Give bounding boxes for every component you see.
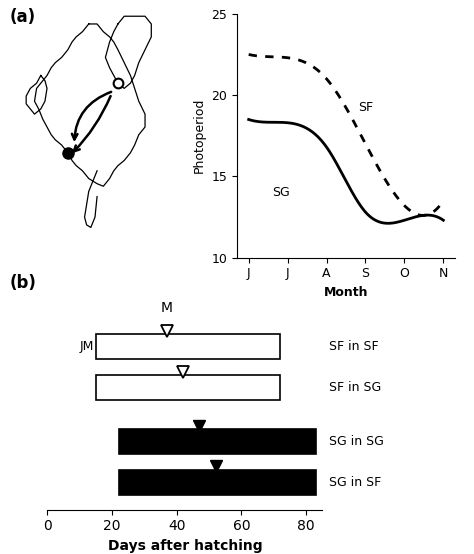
Bar [96, 375, 280, 400]
Bar [96, 335, 280, 360]
X-axis label: Days after hatching: Days after hatching [108, 539, 262, 553]
Text: (a): (a) [9, 8, 36, 26]
Y-axis label: Photoperiod: Photoperiod [193, 98, 206, 173]
Text: SF: SF [358, 101, 373, 114]
Text: M: M [161, 301, 173, 315]
X-axis label: Month: Month [324, 286, 368, 299]
Bar [118, 429, 316, 454]
Text: JM: JM [80, 340, 94, 353]
Text: SG in SG: SG in SG [329, 435, 383, 448]
Text: SG: SG [272, 186, 290, 199]
Text: (b): (b) [9, 274, 36, 292]
Text: SG in SF: SG in SF [329, 476, 381, 489]
Text: SF in SG: SF in SG [329, 381, 381, 394]
Text: SF in SF: SF in SF [329, 340, 378, 353]
Bar [118, 470, 316, 495]
